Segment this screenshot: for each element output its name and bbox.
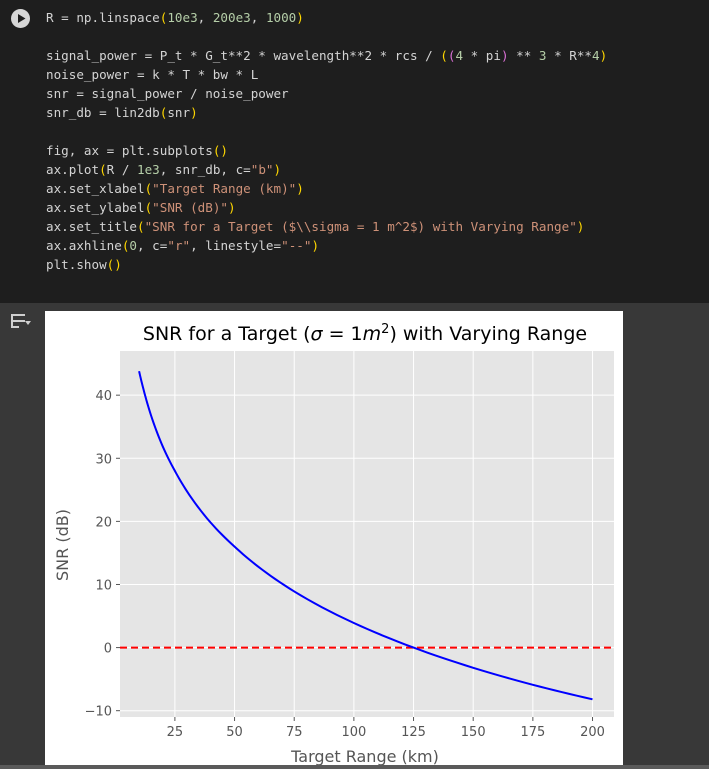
- y-tick-label: 30: [95, 452, 112, 467]
- x-tick-label: 175: [520, 725, 545, 740]
- code-line: snr = signal_power / noise_power: [46, 86, 289, 101]
- code-line: plt.show(): [46, 257, 122, 272]
- plot-area: [120, 351, 614, 717]
- x-tick-label: 75: [286, 725, 303, 740]
- x-tick-label: 200: [580, 725, 605, 740]
- x-tick-label: 25: [167, 725, 184, 740]
- code-line: ax.set_xlabel("Target Range (km)"): [46, 181, 304, 196]
- x-tick-label: 150: [461, 725, 486, 740]
- code-line: R = np.linspace(10e3, 200e3, 1000): [46, 10, 304, 25]
- code-line: fig, ax = plt.subplots(): [46, 143, 228, 158]
- code-line: [46, 27, 607, 46]
- cell-divider: [0, 765, 709, 769]
- play-circle-icon[interactable]: [11, 9, 30, 28]
- plot-figure: SNR for a Target (σ = 1m2) with Varying …: [45, 311, 623, 769]
- output-cell: SNR for a Target (σ = 1m2) with Varying …: [0, 303, 709, 769]
- x-tick-label: 50: [226, 725, 243, 740]
- y-tick-label: 10: [95, 578, 112, 593]
- y-tick-label: 0: [104, 642, 112, 657]
- y-axis-label: SNR (dB): [53, 509, 72, 581]
- snr-series-line: [138, 370, 593, 701]
- y-tick-label: −10: [85, 705, 112, 720]
- chart-title: SNR for a Target (σ = 1m2) with Varying …: [143, 322, 587, 345]
- snr-chart: SNR for a Target (σ = 1m2) with Varying …: [53, 322, 614, 766]
- code-line: signal_power = P_t * G_t**2 * wavelength…: [46, 48, 608, 63]
- code-editor[interactable]: R = np.linspace(10e3, 200e3, 1000) signal…: [46, 8, 607, 274]
- y-tick-label: 20: [95, 515, 112, 530]
- code-line: ax.set_ylabel("SNR (dB)"): [46, 200, 236, 215]
- code-line: ax.set_title("SNR for a Target ($\\sigma…: [46, 219, 585, 234]
- x-axis-label: Target Range (km): [290, 747, 439, 766]
- code-line: [46, 122, 607, 141]
- code-line: noise_power = k * T * bw * L: [46, 67, 259, 82]
- code-line: ax.plot(R / 1e3, snr_db, c="b"): [46, 162, 282, 177]
- x-tick-label: 125: [401, 725, 426, 740]
- y-tick-label: 40: [95, 389, 112, 404]
- x-tick-label: 100: [341, 725, 366, 740]
- code-line: snr_db = lin2db(snr): [46, 105, 198, 120]
- code-cell[interactable]: R = np.linspace(10e3, 200e3, 1000) signal…: [0, 0, 709, 303]
- code-line: ax.axhline(0, c="r", linestyle="--"): [46, 238, 320, 253]
- output-toggle-icon[interactable]: [10, 311, 32, 333]
